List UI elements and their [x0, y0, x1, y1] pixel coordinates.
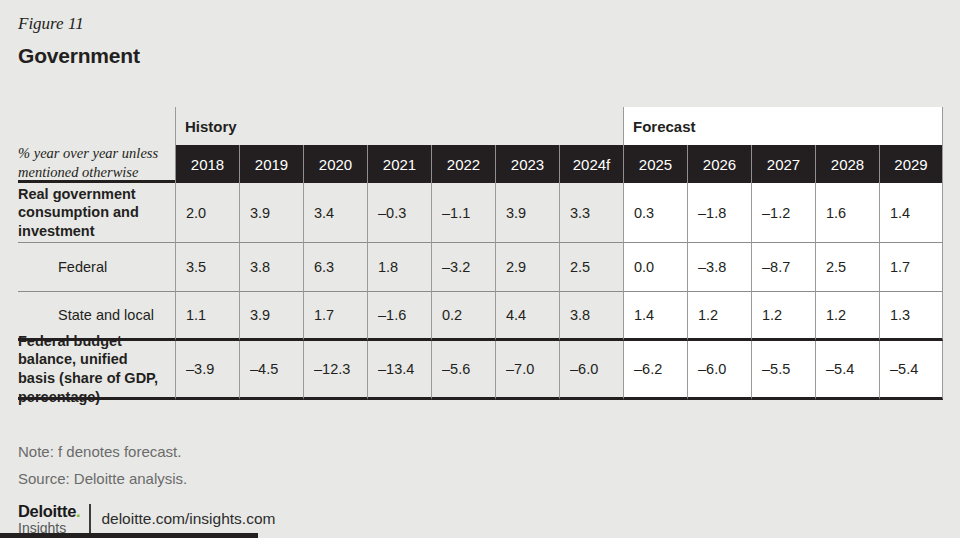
value-cell: –1.8	[687, 183, 751, 243]
group-header-history: History	[175, 107, 623, 145]
value-cell: 0.2	[431, 292, 495, 341]
value-cell: 1.7	[303, 292, 367, 341]
footer-brand-block: Deloitte. Insights deloitte.com/insights…	[18, 503, 275, 535]
value-cell: 1.2	[751, 292, 815, 341]
value-cell: 1.2	[815, 292, 879, 341]
value-cell: 1.6	[815, 183, 879, 243]
year-header-2028: 2028	[815, 145, 879, 183]
year-header-2026: 2026	[687, 145, 751, 183]
value-cell: –12.3	[303, 341, 367, 400]
value-cell: –1.6	[367, 292, 431, 341]
value-cell: 1.2	[687, 292, 751, 341]
value-cell: 1.7	[879, 243, 943, 292]
value-cell: 1.1	[175, 292, 239, 341]
value-cell: –5.4	[879, 341, 943, 400]
year-header-2023: 2023	[495, 145, 559, 183]
footer-url: deloitte.com/insights.com	[101, 510, 275, 528]
value-cell: 4.4	[495, 292, 559, 341]
unit-note: % year over year unless mentioned otherw…	[18, 145, 175, 183]
value-cell: –1.2	[751, 183, 815, 243]
value-cell: –0.3	[367, 183, 431, 243]
value-cell: –13.4	[367, 341, 431, 400]
value-cell: 0.0	[623, 243, 687, 292]
value-cell: 1.8	[367, 243, 431, 292]
value-cell: 3.9	[239, 183, 303, 243]
year-header-2020: 2020	[303, 145, 367, 183]
value-cell: 6.3	[303, 243, 367, 292]
year-header-2018: 2018	[175, 145, 239, 183]
corner-spacer	[18, 107, 175, 145]
deloitte-green-dot: .	[76, 502, 80, 520]
footer-brand-bar	[0, 533, 258, 538]
year-header-2019: 2019	[239, 145, 303, 183]
year-header-2021: 2021	[367, 145, 431, 183]
year-header-2025: 2025	[623, 145, 687, 183]
year-header-2027: 2027	[751, 145, 815, 183]
value-cell: –1.1	[431, 183, 495, 243]
value-cell: –7.0	[495, 341, 559, 400]
value-cell: 2.9	[495, 243, 559, 292]
value-cell: –6.0	[687, 341, 751, 400]
year-header-2029: 2029	[879, 145, 943, 183]
figure-label: Figure 11	[18, 14, 84, 34]
value-cell: –6.2	[623, 341, 687, 400]
footer-divider	[89, 504, 91, 533]
page-title: Government	[18, 44, 140, 68]
value-cell: 2.5	[559, 243, 623, 292]
data-table: History Forecast % year over year unless…	[18, 107, 943, 400]
source-text: Source: Deloitte analysis.	[18, 470, 187, 487]
value-cell: 0.3	[623, 183, 687, 243]
value-cell: –3.8	[687, 243, 751, 292]
value-cell: 3.8	[559, 292, 623, 341]
value-cell: 3.4	[303, 183, 367, 243]
value-cell: 2.0	[175, 183, 239, 243]
value-cell: 1.3	[879, 292, 943, 341]
note-text: Note: f denotes forecast.	[18, 443, 181, 460]
value-cell: 3.3	[559, 183, 623, 243]
value-cell: –5.5	[751, 341, 815, 400]
value-cell: 2.5	[815, 243, 879, 292]
value-cell: –3.2	[431, 243, 495, 292]
value-cell: –8.7	[751, 243, 815, 292]
value-cell: –3.9	[175, 341, 239, 400]
row-label: Federal	[18, 243, 175, 292]
year-header-2024f: 2024f	[559, 145, 623, 183]
value-cell: 1.4	[623, 292, 687, 341]
value-cell: –6.0	[559, 341, 623, 400]
value-cell: –5.4	[815, 341, 879, 400]
group-header-forecast: Forecast	[623, 107, 943, 145]
deloitte-wordmark: Deloitte	[18, 502, 76, 520]
row-label: Federal budget balance, unified basis (s…	[18, 341, 175, 400]
value-cell: 3.5	[175, 243, 239, 292]
deloitte-logo: Deloitte. Insights	[18, 503, 80, 535]
value-cell: –4.5	[239, 341, 303, 400]
row-label: Real government consumption and investme…	[18, 183, 175, 243]
value-cell: 3.9	[495, 183, 559, 243]
value-cell: 1.4	[879, 183, 943, 243]
value-cell: 3.9	[239, 292, 303, 341]
year-header-2022: 2022	[431, 145, 495, 183]
value-cell: 3.8	[239, 243, 303, 292]
value-cell: –5.6	[431, 341, 495, 400]
